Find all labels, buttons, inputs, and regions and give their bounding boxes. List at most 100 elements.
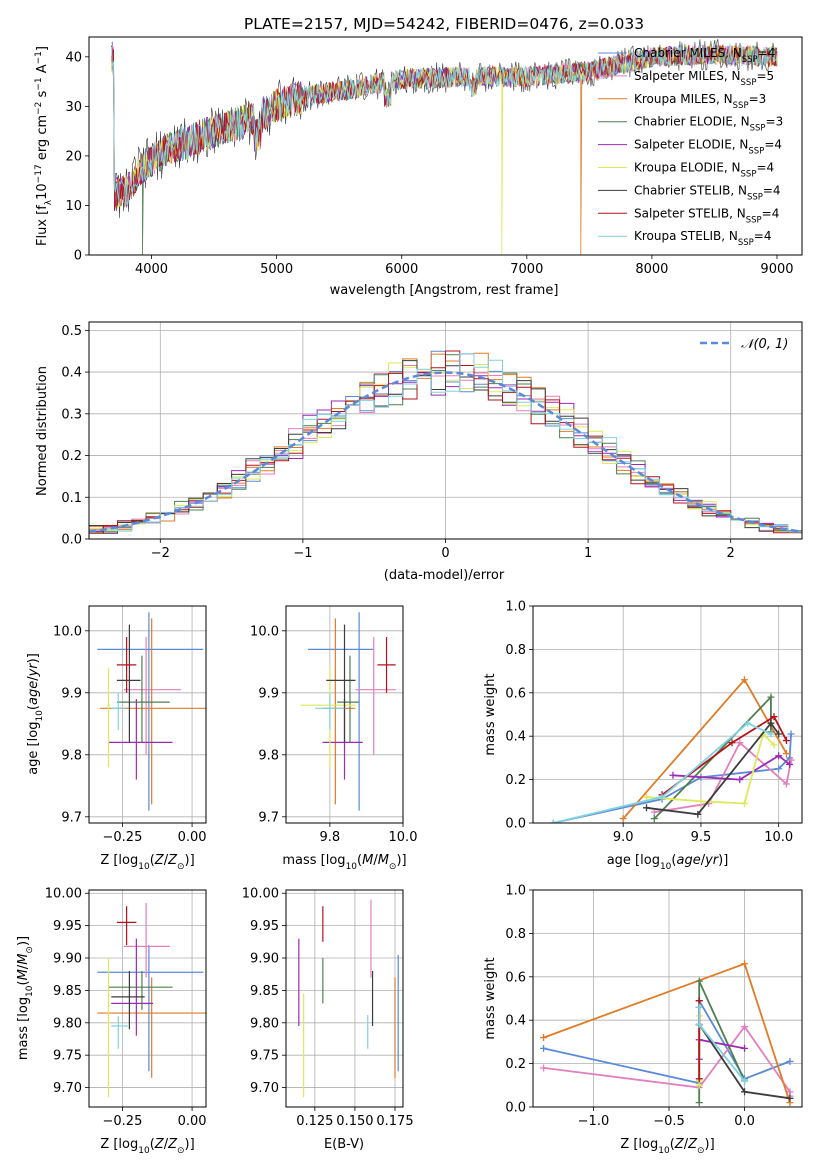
weight-series <box>643 730 778 807</box>
x-tick-label: 1 <box>584 546 592 561</box>
errorbar-point <box>116 624 141 743</box>
plot-area <box>533 606 802 823</box>
weight-marker <box>741 1077 749 1085</box>
x-tick-label: −0.25 <box>103 830 143 845</box>
x-tick-label: 0.150 <box>336 1114 373 1129</box>
weight-marker <box>695 1021 703 1029</box>
weight-marker <box>767 719 775 727</box>
errorbar-point <box>307 612 374 811</box>
weight-line <box>661 715 788 796</box>
panel-mass-vs-z: −0.25 0.00 9.70 9.75 9.80 9.85 9.90 9.95 10.00 Z … <box>16 887 207 1156</box>
weight-marker <box>669 771 677 779</box>
weight-marker <box>741 1088 749 1096</box>
panel-age-vs-mass: 9.8 10.0 9.7 9.8 9.9 10.0 mass [log10(M/M⊙)] <box>250 605 417 872</box>
weight-marker <box>643 804 651 812</box>
weight-marker <box>643 793 651 801</box>
errorbar-point <box>97 977 206 1078</box>
errorbar-point <box>111 692 126 730</box>
x-tick-label: 5000 <box>260 262 293 277</box>
legend-entry: Salpeter STELIB, NSSP=4 <box>634 206 779 225</box>
plot-frame <box>88 36 803 256</box>
y-tick-label: 0.6 <box>505 970 526 985</box>
x-axis-label: Z [log10(Z/Z⊙)] <box>620 1137 714 1156</box>
weight-marker <box>787 756 795 764</box>
plot-area <box>286 890 403 1107</box>
y-tick-label: 0.4 <box>61 366 82 381</box>
weight-marker <box>782 737 790 745</box>
x-tick-label: −0.25 <box>103 1114 143 1129</box>
y-tick-label: 9.8 <box>61 748 82 763</box>
x-axis-label: (data-model)/error <box>384 568 505 583</box>
x-tick-label: 2 <box>727 546 735 561</box>
weight-marker <box>695 1003 703 1011</box>
plot-content <box>540 960 794 1107</box>
plot-frame <box>532 605 803 824</box>
y-tick-label: 20 <box>65 149 82 164</box>
weight-marker <box>741 960 749 968</box>
legend-entry: Kroupa ELODIE, NSSP=4 <box>634 161 774 180</box>
weight-marker <box>740 799 748 807</box>
legend: Chabrier MILES, NSSP=4 Salpeter MILES, NS… <box>598 46 783 248</box>
weight-marker <box>786 1057 794 1065</box>
weight-marker <box>775 752 783 760</box>
weight-marker <box>540 1044 548 1052</box>
errorbar-point <box>123 902 170 978</box>
y-tick-label: 0.8 <box>505 643 526 658</box>
y-tick-label: 0.2 <box>505 1057 526 1072</box>
y-tick-label: 30 <box>65 100 82 115</box>
panel-age-vs-z: −0.25 0.00 9.7 9.8 9.9 10.0 Z [log10(Z/Z⊙)] age… <box>26 605 207 872</box>
y-tick-label: 0.1 <box>61 491 82 506</box>
x-tick-label: 9.0 <box>613 830 634 845</box>
plot-content <box>97 902 206 1098</box>
y-axis-label: mass [log10(M/M⊙)] <box>16 936 35 1060</box>
x-tick-label: 0.175 <box>376 1114 413 1129</box>
x-axis-label: mass [log10(M/M⊙)] <box>282 853 406 872</box>
y-tick-label: 9.7 <box>258 810 279 825</box>
x-tick-label: 0 <box>441 546 449 561</box>
x-tick-label: 9.5 <box>691 830 712 845</box>
plot-content <box>549 676 795 823</box>
plot-area <box>89 890 206 1107</box>
weight-marker <box>782 750 790 758</box>
normal-curve <box>89 371 802 533</box>
weight-marker <box>741 1044 749 1052</box>
errorbar-point <box>355 637 396 755</box>
plot-content <box>111 38 778 255</box>
weight-marker <box>540 1034 548 1042</box>
errorbar-point <box>111 938 154 1036</box>
x-tick-label: 10.0 <box>764 830 793 845</box>
weight-line <box>552 722 772 823</box>
y-tick-label: 0.0 <box>61 533 82 548</box>
errorbar-point <box>108 699 173 780</box>
x-axis-label: Z [log10(Z/Z⊙)] <box>100 1137 194 1156</box>
x-tick-label: 0.125 <box>296 1114 333 1129</box>
weight-marker <box>650 815 658 823</box>
y-tick-label: 9.70 <box>250 1081 279 1096</box>
x-tick-label: −1.0 <box>578 1114 610 1129</box>
errorbar-point <box>116 637 137 693</box>
y-tick-label: 9.75 <box>53 1049 82 1064</box>
errorbar-point <box>97 612 204 811</box>
y-tick-label: 0.0 <box>505 1101 526 1116</box>
weight-series <box>650 739 795 816</box>
weight-marker <box>697 797 705 805</box>
weight-series <box>695 1003 749 1085</box>
y-tick-label: 0.4 <box>505 1014 526 1029</box>
y-tick-label: 9.90 <box>250 952 279 967</box>
x-tick-label: 9000 <box>760 262 793 277</box>
y-tick-label: 1.0 <box>505 600 526 615</box>
x-tick-label: −0.5 <box>653 1114 685 1129</box>
legend-entry: Chabrier STELIB, NSSP=4 <box>634 183 781 202</box>
y-axis-label: mass weight <box>483 957 498 1039</box>
errorbar-point <box>116 655 170 743</box>
y-tick-label: 9.80 <box>250 1016 279 1031</box>
histogram-step-8 <box>89 353 802 535</box>
y-tick-label: 0.0 <box>505 817 526 832</box>
y-tick-label: 0 <box>74 249 82 264</box>
x-tick-label: 0.0 <box>734 1114 755 1129</box>
y-tick-label: 10.00 <box>45 887 82 902</box>
errorbar-point <box>97 945 204 1072</box>
weight-marker <box>786 760 794 768</box>
y-tick-label: 0.6 <box>505 686 526 701</box>
